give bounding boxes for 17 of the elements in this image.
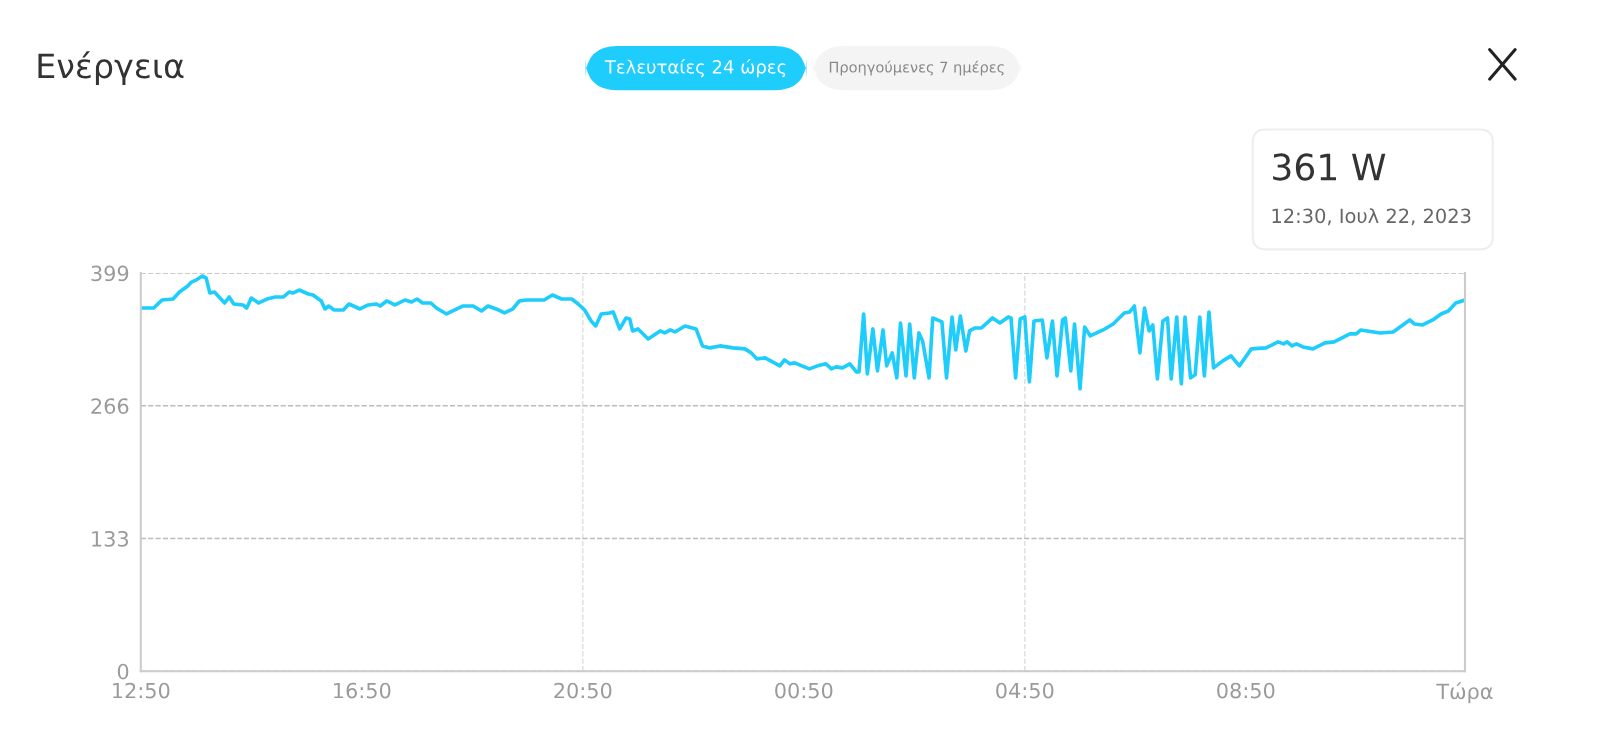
x-tick-label: 04:50 bbox=[996, 682, 1054, 699]
x-tick-label: 16:50 bbox=[334, 682, 391, 699]
y-tick-label: 399 bbox=[91, 265, 129, 282]
text: 12:30, Ιουλ 22, 2023 bbox=[1272, 208, 1471, 226]
text: Τελευταίες 24 ώρες bbox=[604, 58, 786, 78]
x-tick-label: Τώρα bbox=[1436, 682, 1493, 704]
chart-title: Ενέργεια bbox=[38, 51, 184, 85]
x-tick-label: 08:50 bbox=[1217, 682, 1275, 699]
x-tick-label: 12:50 bbox=[113, 682, 170, 699]
y-tick-label: 266 bbox=[91, 398, 129, 414]
text: 361 W bbox=[1273, 153, 1386, 181]
text: Προηγούμενες 7 ημέρες bbox=[829, 60, 1004, 76]
x-tick-label: 20:50 bbox=[554, 682, 612, 699]
y-tick-label: 133 bbox=[92, 530, 129, 547]
y-tick-label: 0 bbox=[117, 663, 129, 680]
line-series bbox=[140, 274, 1465, 391]
x-tick-label: 00:50 bbox=[775, 682, 833, 699]
